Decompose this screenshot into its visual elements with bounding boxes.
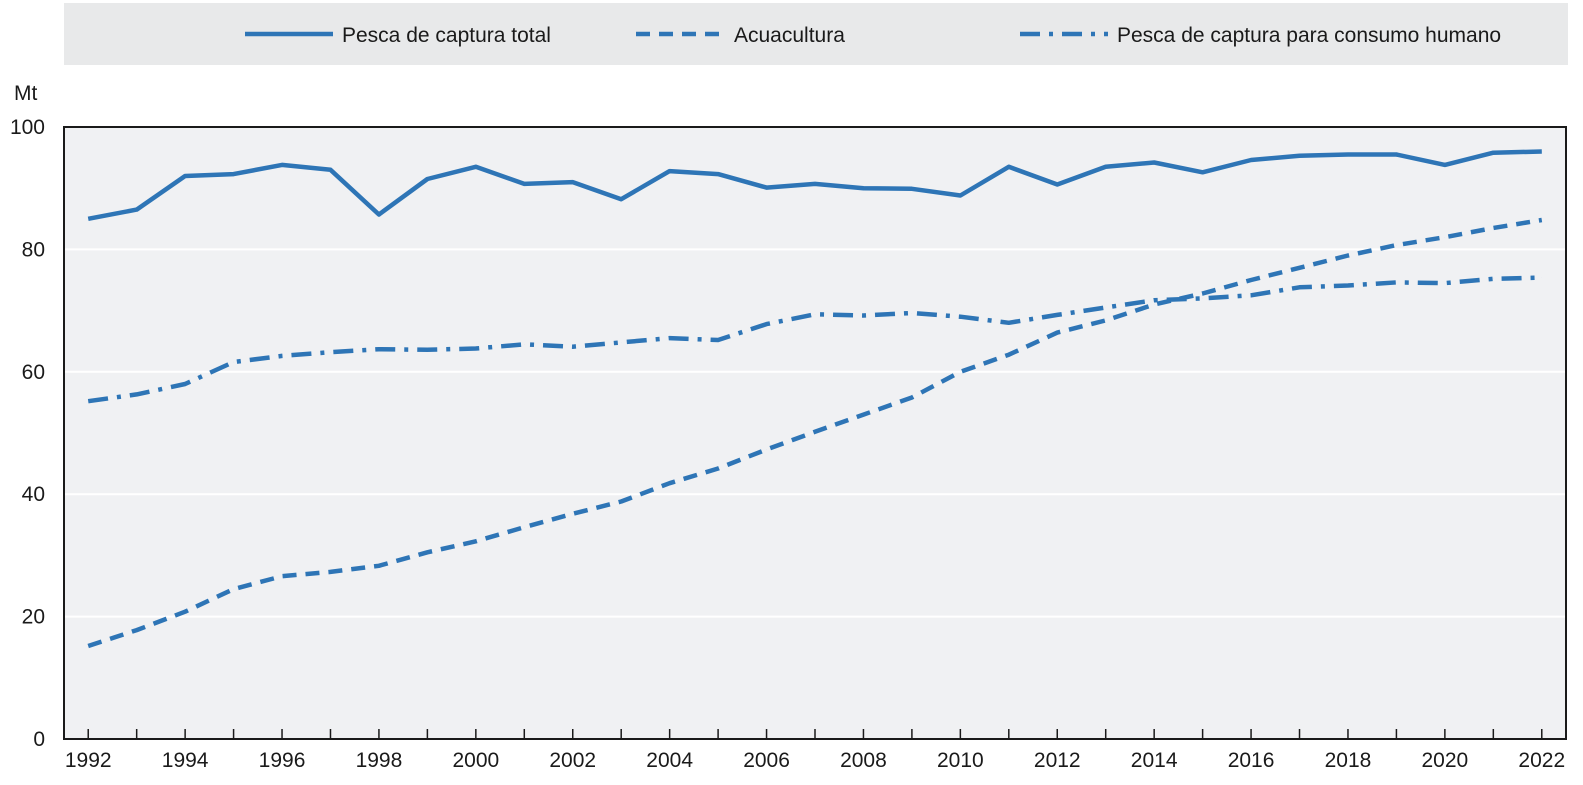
legend-label: Pesca de captura para consumo humano: [1117, 24, 1501, 47]
x-tick-label: 2018: [1325, 749, 1372, 772]
x-tick-label: 2004: [646, 749, 693, 772]
y-tick-label: 0: [33, 728, 45, 751]
x-tick-label: 2000: [452, 749, 499, 772]
legend-label: Acuacultura: [734, 24, 845, 47]
x-tick-label: 2016: [1228, 749, 1275, 772]
y-tick-label: 60: [22, 361, 45, 384]
y-tick-labels: 0 20 40 60 80 100: [10, 116, 45, 751]
x-tick-label: 2020: [1422, 749, 1469, 772]
y-tick-label: 20: [22, 606, 45, 629]
x-tick-label: 2006: [743, 749, 790, 772]
x-tick-label: 1998: [356, 749, 403, 772]
y-tick-label: 100: [10, 116, 45, 139]
x-tick-label: 2002: [549, 749, 596, 772]
x-tick-label: 1996: [259, 749, 306, 772]
x-tick-label: 2014: [1131, 749, 1178, 772]
x-tick-label: 2010: [937, 749, 984, 772]
y-tick-label: 40: [22, 483, 45, 506]
x-tick-label: 1994: [162, 749, 209, 772]
x-tick-label: 2022: [1518, 749, 1565, 772]
x-tick-label: 2008: [840, 749, 887, 772]
y-tick-label: 80: [22, 238, 45, 261]
y-axis-label: Mt: [14, 82, 37, 105]
x-tick-label: 2012: [1034, 749, 1081, 772]
x-tick-label: 1992: [65, 749, 112, 772]
legend-label: Pesca de captura total: [342, 24, 551, 47]
